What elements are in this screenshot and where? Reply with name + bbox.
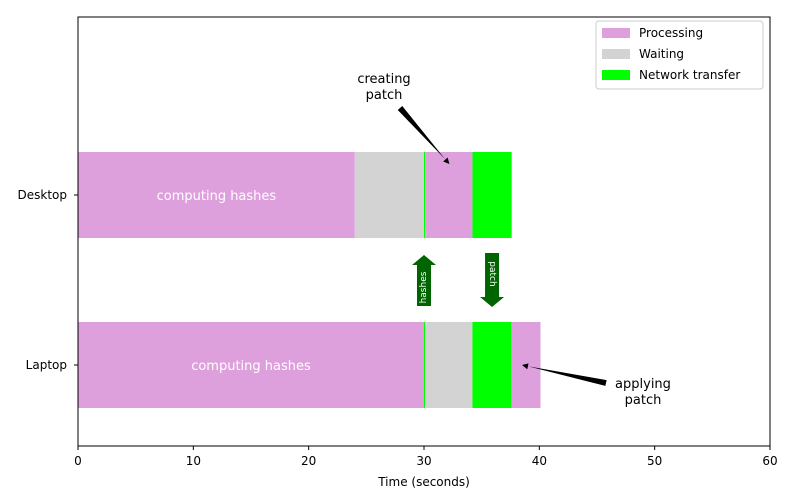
annotation-arrow	[397, 106, 446, 160]
y-axis: Desktop Laptop	[18, 188, 78, 372]
legend-label: Processing	[639, 26, 703, 40]
hashes-arrow-shape	[412, 255, 436, 306]
x-tick-label: 60	[762, 454, 777, 468]
patch-arrow-label: patch	[487, 261, 497, 286]
bar-segment-laptop-7	[425, 322, 473, 408]
bar-segment-desktop-4	[472, 152, 512, 238]
x-tick-label: 10	[186, 454, 201, 468]
x-tick-label: 50	[647, 454, 662, 468]
annotations: creating patch applying patch	[357, 72, 671, 408]
x-tick-label: 40	[532, 454, 547, 468]
bar-label-desktop: computing hashes	[157, 189, 277, 204]
y-tick-label-desktop: Desktop	[18, 188, 68, 202]
x-tick-label: 30	[416, 454, 431, 468]
legend-label: Waiting	[639, 47, 684, 61]
x-axis: 0 10 20 30 40 50 60	[74, 446, 778, 468]
bar-segment-desktop-0	[78, 152, 355, 238]
bar-segment-laptop-8	[472, 322, 512, 408]
legend-swatch-waiting	[602, 49, 630, 59]
legend-swatch-processing	[602, 28, 630, 38]
transfer-arrows: hashes patch	[412, 253, 505, 307]
y-tick-label-laptop: Laptop	[26, 358, 67, 372]
legend: Processing Waiting Network transfer	[595, 20, 764, 90]
x-tick-label: 0	[74, 454, 82, 468]
annotation-arrow-head	[522, 363, 529, 370]
patch-transfer-arrow: patch	[480, 253, 505, 307]
annotation-arrow	[527, 366, 607, 386]
legend-label: Network transfer	[639, 68, 740, 82]
hashes-arrow-label: hashes	[419, 271, 429, 303]
x-axis-label: Time (seconds)	[377, 475, 470, 489]
annotation-text: creating patch	[357, 72, 410, 103]
legend-swatch-network-transfer	[602, 70, 630, 80]
x-tick-label: 20	[301, 454, 316, 468]
bar-segment-desktop-2	[424, 152, 426, 238]
bar-label-laptop: computing hashes	[191, 359, 311, 374]
annotation-arrow-head	[443, 157, 450, 164]
bar-segments	[78, 152, 541, 408]
patch-arrow-shape	[480, 253, 505, 307]
annotation-creating-patch: creating patch	[357, 72, 450, 164]
bar-segment-desktop-3	[425, 152, 473, 238]
bar-segment-laptop-6	[424, 322, 426, 408]
bar-segment-desktop-1	[354, 152, 424, 238]
bar-labels: computing hashes computing hashes	[157, 189, 311, 374]
legend-box	[595, 20, 764, 90]
annotation-applying-patch: applying patch	[522, 363, 671, 408]
bar-segment-laptop-5	[78, 322, 424, 408]
annotation-text: applying patch	[615, 377, 671, 408]
hashes-transfer-arrow: hashes	[412, 255, 436, 306]
